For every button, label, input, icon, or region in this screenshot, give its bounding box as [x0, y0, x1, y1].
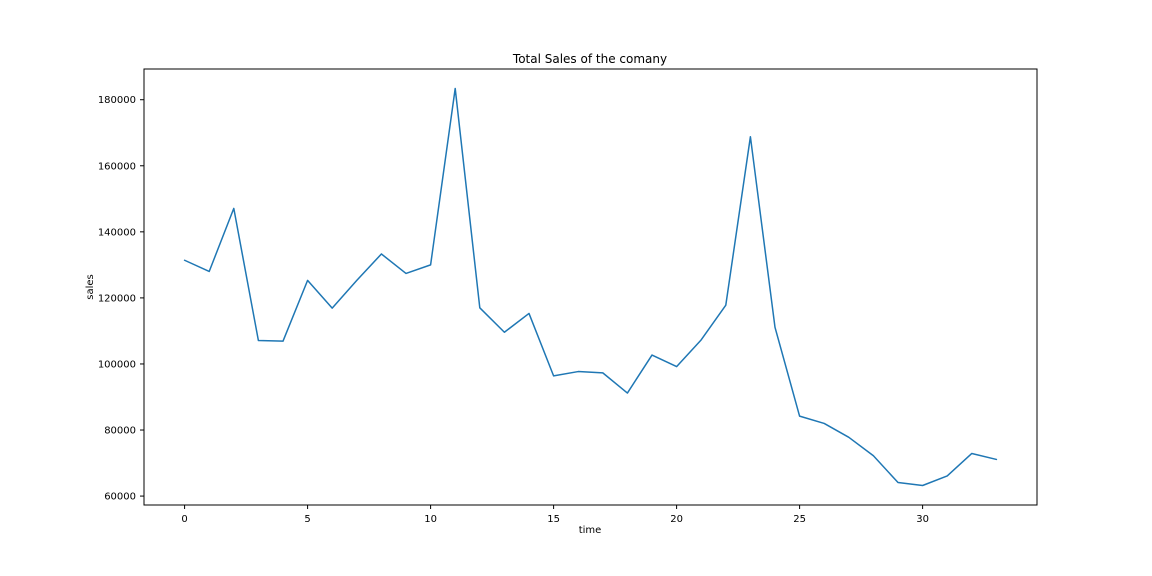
x-tick-label: 30 [916, 514, 929, 525]
series-group [183, 87, 998, 487]
plot-frame [143, 68, 1038, 506]
y-tick-label: 60000 [104, 492, 136, 503]
y-tick-label: 120000 [98, 293, 136, 304]
y-tick-label: 180000 [98, 95, 136, 106]
x-tick-label: 0 [181, 514, 187, 525]
x-tick-label: 20 [670, 514, 683, 525]
x-tick-label: 15 [547, 514, 560, 525]
y-axis-label: sales [85, 274, 96, 299]
y-tick-label: 100000 [98, 359, 136, 370]
x-tick-label: 10 [424, 514, 437, 525]
x-tick-label: 5 [304, 514, 310, 525]
x-axis-ticks: 0 5 10 15 20 25 30 [181, 505, 929, 525]
y-tick-label: 140000 [98, 227, 136, 238]
x-axis-label: time [579, 525, 602, 536]
y-tick-label: 80000 [104, 426, 136, 437]
sales-series-line [183, 87, 998, 487]
x-tick-label: 25 [793, 514, 806, 525]
chart-title: Total Sales of the comany [512, 52, 667, 66]
y-tick-label: 160000 [98, 161, 136, 172]
plot-area [143, 68, 1038, 506]
y-axis-ticks: 60000 80000 100000 120000 140000 160000 180000 [98, 95, 144, 503]
